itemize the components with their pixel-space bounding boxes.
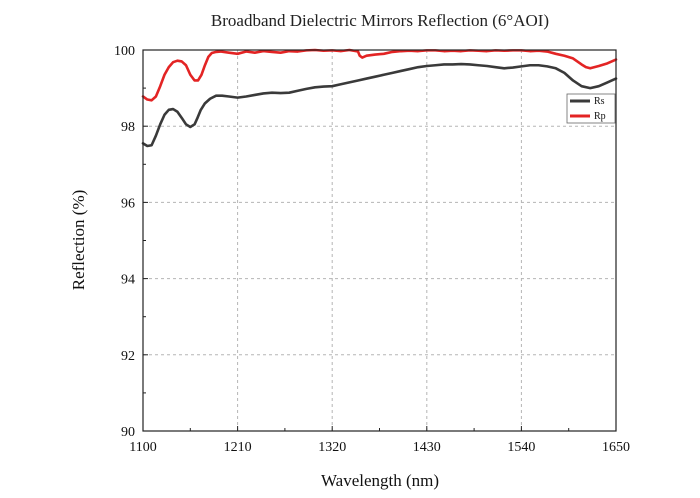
grid [143, 50, 616, 431]
x-axis-ticks: 1100 1210 1320 1430 1540 1650 [129, 426, 630, 455]
x-tick-label: 1100 [129, 440, 156, 455]
series-line-rp [141, 48, 618, 102]
legend-box [566, 93, 616, 124]
series-line-rs [141, 62, 618, 148]
chart-title: Broadband Dielectric Mirrors Reflection … [211, 11, 549, 30]
y-tick-label: 96 [121, 196, 135, 211]
x-tick-label: 1210 [224, 440, 252, 455]
x-tick-label: 1650 [602, 440, 630, 455]
plot-lines [141, 48, 618, 148]
x-axis-label: Wavelength (nm) [321, 471, 439, 490]
x-tick-label: 1540 [507, 440, 535, 455]
y-tick-label: 100 [114, 44, 135, 59]
y-tick-label: 98 [121, 120, 135, 135]
y-tick-label: 90 [121, 425, 135, 440]
legend: Rs Rp [566, 93, 616, 124]
legend-label-rs: Rs [594, 96, 605, 107]
y-axis-ticks: 90 92 94 96 98 100 [114, 44, 148, 440]
x-tick-label: 1320 [318, 440, 346, 455]
y-tick-label: 94 [121, 273, 135, 288]
plot-frame [142, 49, 617, 432]
x-tick-label: 1430 [413, 440, 441, 455]
y-axis-label: Reflection (%) [69, 190, 88, 291]
legend-label-rp: Rp [594, 111, 606, 122]
y-tick-label: 92 [121, 349, 135, 364]
